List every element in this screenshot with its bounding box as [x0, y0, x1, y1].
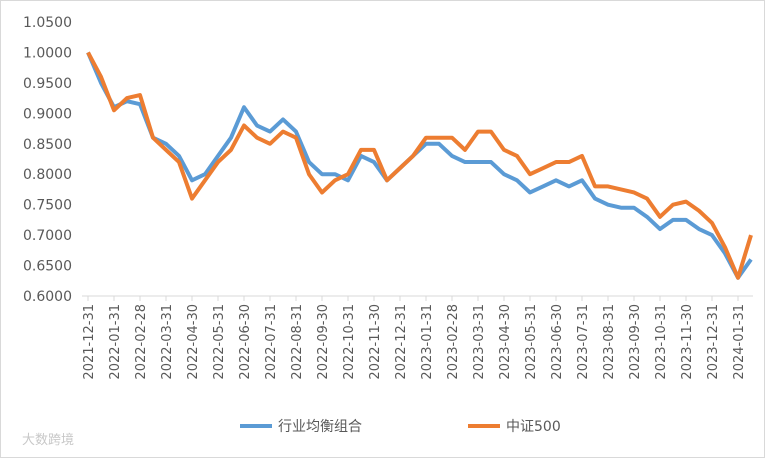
y-tick-label: 0.9000	[23, 106, 72, 122]
x-tick-label: 2023-07-31	[576, 304, 591, 380]
x-tick-label: 2024-01-31	[732, 304, 747, 380]
x-tick-label: 2022-06-30	[238, 304, 253, 380]
x-tick-label: 2022-12-31	[394, 304, 409, 380]
x-tick-label: 2022-11-30	[368, 304, 383, 380]
y-tick-label: 1.0500	[23, 15, 72, 31]
y-tick-label: 0.7500	[23, 198, 72, 214]
x-tick-label: 2022-03-31	[160, 304, 175, 380]
y-tick-label: 0.7000	[23, 228, 72, 244]
x-tick-label: 2023-04-30	[498, 304, 513, 380]
x-tick-label: 2023-05-31	[524, 304, 539, 380]
x-tick-label: 2022-07-31	[264, 304, 279, 380]
x-tick-label: 2022-02-28	[134, 304, 149, 380]
legend-label: 中证500	[506, 419, 561, 435]
y-tick-label: 1.0000	[23, 45, 72, 61]
x-tick-label: 2023-01-31	[420, 304, 435, 380]
x-tick-label: 2022-10-31	[342, 304, 357, 380]
x-tick-label: 2023-06-30	[550, 304, 565, 380]
x-tick-label: 2021-12-31	[82, 304, 97, 380]
watermark: 大数跨境	[22, 433, 74, 448]
y-tick-label: 0.6500	[23, 259, 72, 275]
x-tick-label: 2022-05-31	[212, 304, 227, 380]
x-tick-label: 2023-02-28	[446, 304, 461, 380]
y-tick-label: 0.9500	[23, 76, 72, 92]
x-tick-label: 2023-10-31	[654, 304, 669, 380]
series-line	[86, 51, 753, 280]
x-tick-label: 2023-03-31	[472, 304, 487, 380]
x-tick-label: 2023-09-30	[628, 304, 643, 380]
x-tick-label: 2022-08-31	[290, 304, 305, 380]
y-tick-label: 0.6000	[23, 289, 72, 305]
x-tick-label: 2022-09-30	[316, 304, 331, 380]
x-tick-label: 2022-01-31	[108, 304, 123, 380]
y-tick-label: 0.8500	[23, 137, 72, 153]
y-tick-label: 0.8000	[23, 167, 72, 183]
x-tick-label: 2023-11-30	[680, 304, 695, 380]
legend-label: 行业均衡组合	[278, 419, 362, 435]
x-tick-label: 2022-04-30	[186, 304, 201, 380]
x-tick-label: 2023-12-31	[706, 304, 721, 380]
x-tick-label: 2023-08-31	[602, 304, 617, 380]
